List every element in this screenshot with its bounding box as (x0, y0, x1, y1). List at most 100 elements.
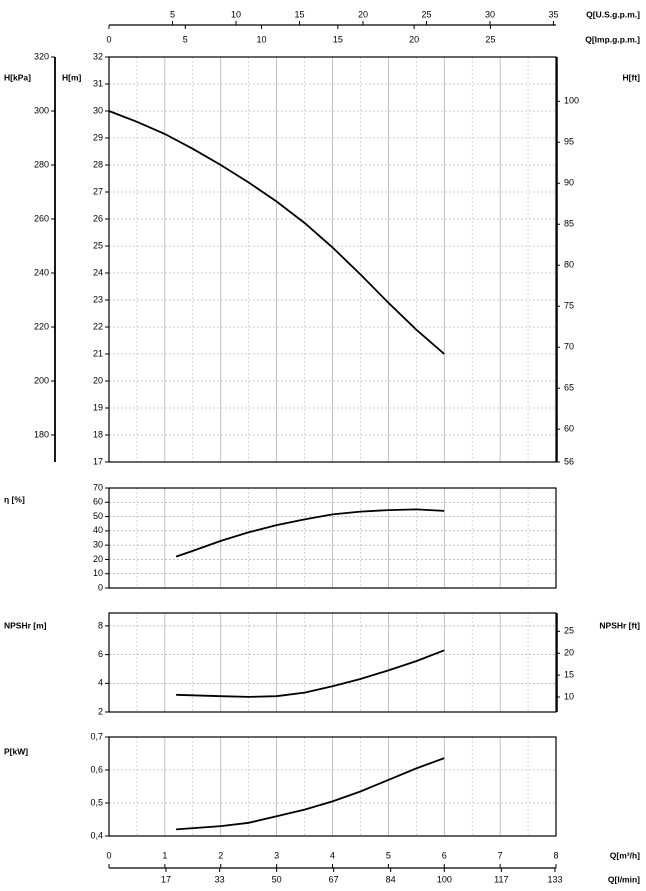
curve (175, 508, 445, 558)
y-axis-label: P[kW] (4, 746, 28, 756)
y3-tick-label: 280 (34, 159, 49, 169)
y-tick-label: 4 (98, 678, 103, 688)
plot-frame (108, 56, 557, 463)
plot-frame (108, 612, 557, 713)
y-tick-label: 50 (93, 511, 103, 521)
x-tick-label: 4 (330, 850, 335, 860)
x-tick-label: 10 (257, 34, 267, 44)
y-tick-label: 25 (93, 240, 103, 250)
x-tick-label: 20 (358, 9, 368, 19)
x-tick-label: 1 (162, 850, 167, 860)
x-tick-label: 25 (485, 34, 495, 44)
y-tick-label: 10 (93, 568, 103, 578)
plot-frame (108, 736, 557, 837)
y2-tick-label: 15 (564, 669, 574, 679)
y-tick-label: 0,5 (90, 797, 103, 807)
x-tick-label: 15 (333, 34, 343, 44)
y3-tick-label: 260 (34, 213, 49, 223)
y-tick-label: 18 (93, 429, 103, 439)
y-tick-label: 24 (93, 267, 103, 277)
y-tick-label: 19 (93, 402, 103, 412)
y3-tick-label: 300 (34, 105, 49, 115)
x-tick-label: 20 (409, 34, 419, 44)
y-axis-label: η [%] (4, 494, 25, 504)
y3-tick-label: 320 (34, 51, 49, 61)
x-tick-label: 0 (106, 34, 111, 44)
x-tick-label: 100 (437, 874, 452, 884)
y2-tick-label: 80 (564, 260, 574, 270)
x-axis-label: Q[m³/h] (610, 850, 640, 860)
y3-tick-label: 200 (34, 375, 49, 385)
curve (176, 649, 445, 698)
x-tick-label: 8 (553, 850, 558, 860)
plot-frame (108, 487, 557, 589)
y2-tick-label: 25 (564, 626, 574, 636)
x-axis-label: Q[l/min] (608, 874, 640, 884)
x-tick-label: 35 (548, 9, 558, 19)
x-tick-label: 25 (421, 9, 431, 19)
y3-tick-label: 220 (34, 321, 49, 331)
y2-tick-label: 60 (564, 424, 574, 434)
y-tick-label: 26 (93, 213, 103, 223)
y2-tick-label: 100 (564, 96, 579, 106)
y-tick-label: 30 (93, 105, 103, 115)
x-tick-label: 30 (485, 9, 495, 19)
x-tick-label: 5 (386, 850, 391, 860)
y-tick-label: 17 (93, 456, 103, 466)
y-tick-label: 0,4 (90, 830, 103, 840)
y2-axis-label: H[ft] (623, 72, 641, 82)
y2-tick-label: 75 (564, 301, 574, 311)
y-tick-label: 8 (98, 620, 103, 630)
x-tick-label: 33 (215, 874, 225, 884)
y-tick-label: 0,7 (90, 731, 103, 741)
x-tick-label: 0 (106, 850, 111, 860)
y2-tick-label: 65 (564, 383, 574, 393)
y3-tick-label: 180 (34, 429, 49, 439)
y-tick-label: 60 (93, 497, 103, 507)
y-tick-label: 31 (93, 78, 103, 88)
curve (108, 110, 445, 355)
x-tick-label: 2 (218, 850, 223, 860)
y-tick-label: 0,6 (90, 764, 103, 774)
x-tick-label: 17 (161, 874, 171, 884)
y-tick-label: 2 (98, 706, 103, 716)
y-tick-label: 20 (93, 375, 103, 385)
y2-tick-label: 20 (564, 648, 574, 658)
x-axis-label: Q[U.S.g.p.m.] (586, 9, 640, 19)
y-tick-label: 20 (93, 554, 103, 564)
x-tick-label: 133 (547, 874, 562, 884)
x-tick-label: 50 (272, 874, 282, 884)
y2-tick-label: 70 (564, 342, 574, 352)
y-tick-label: 6 (98, 649, 103, 659)
x-tick-label: 5 (170, 9, 175, 19)
x-tick-label: 10 (231, 9, 241, 19)
y-tick-label: 32 (93, 51, 103, 61)
y-tick-label: 28 (93, 159, 103, 169)
y-tick-label: 22 (93, 321, 103, 331)
y-axis-label: H[m] (62, 72, 82, 82)
x-tick-label: 84 (386, 874, 396, 884)
y-tick-label: 30 (93, 540, 103, 550)
x-tick-label: 15 (294, 9, 304, 19)
y-tick-label: 27 (93, 186, 103, 196)
y2-tick-label: 95 (564, 137, 574, 147)
y-tick-label: 70 (93, 482, 103, 492)
x-tick-label: 6 (442, 850, 447, 860)
y2-tick-label: 10 (564, 691, 574, 701)
y-tick-label: 0 (98, 582, 103, 592)
y2-axis-label: NPSHr [ft] (599, 620, 640, 630)
x-axis-label: Q[Imp.g.p.m.] (585, 34, 640, 44)
y2-tick-label: 90 (564, 178, 574, 188)
y-axis-label: NPSHr [m] (4, 620, 47, 630)
y-tick-label: 29 (93, 132, 103, 142)
y-tick-label: 23 (93, 294, 103, 304)
y-tick-label: 40 (93, 525, 103, 535)
x-tick-label: 5 (183, 34, 188, 44)
y3-axis-label: H[kPa] (4, 72, 31, 82)
x-tick-label: 117 (494, 874, 508, 884)
x-tick-label: 7 (498, 850, 503, 860)
y2-tick-label: 56 (564, 456, 574, 466)
y-tick-label: 21 (93, 348, 103, 358)
